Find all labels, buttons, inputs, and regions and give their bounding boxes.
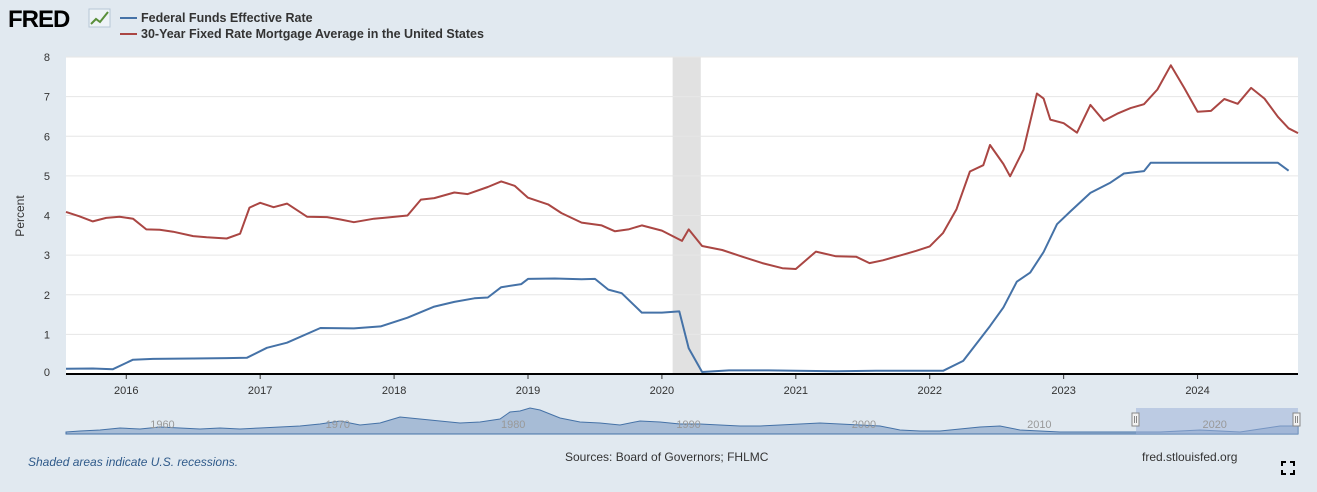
navigator-tick-label: 2000 [852,419,876,431]
series-line-fedfunds [65,161,1290,373]
x-tick-label: 2018 [382,385,406,397]
legend: Federal Funds Effective Rate 30-Year Fix… [120,11,484,41]
navigator-selection[interactable] [1136,408,1298,434]
navigator-tick-label: 1980 [501,419,525,431]
y-tick-label: 0 [44,367,50,379]
navigator-tick-label: 1990 [676,419,700,431]
x-axis-ticks: 2016 2017 2018 2019 2020 2021 2022 2023 2024 [114,374,1210,397]
x-tick-label: 2021 [784,385,808,397]
x-tick-label: 2022 [917,385,941,397]
y-axis-label: Percent [13,195,27,237]
fred-logo[interactable]: FRED [8,6,71,33]
recession-note: Shaded areas indicate U.S. recessions. [28,455,239,469]
series-line-mortgage [65,64,1299,270]
navigator-handle-left[interactable] [1131,412,1140,427]
y-tick-label: 4 [44,211,50,223]
site-url[interactable]: fred.stlouisfed.org [1142,450,1238,464]
navigator-tick-label: 1970 [326,419,350,431]
y-tick-label: 3 [44,250,50,262]
x-tick-label: 2017 [248,385,272,397]
x-tick-label: 2019 [516,385,540,397]
navigator-tick-label: 1960 [150,419,174,431]
legend-label-fedfunds: Federal Funds Effective Rate [141,11,313,25]
x-tick-label: 2024 [1185,385,1209,397]
legend-label-mortgage: 30-Year Fixed Rate Mortgage Average in t… [141,27,484,41]
y-tick-label: 8 [44,52,50,64]
navigator-tick-label: 2010 [1027,419,1051,431]
sources-text: Sources: Board of Governors; FHLMC [565,450,769,464]
navigator-ticks: 1960 1970 1980 1990 2000 2010 2020 [150,419,1227,431]
navigator-tick-label: 2020 [1202,419,1226,431]
expand-icon[interactable] [1281,461,1295,475]
y-axis-ticks: 0 1 2 3 4 5 6 7 8 [44,52,50,379]
y-tick-label: 7 [44,92,50,104]
navigator-area [65,407,1299,435]
x-tick-label: 2016 [114,385,138,397]
y-tick-label: 5 [44,171,50,183]
y-tick-label: 2 [44,290,50,302]
y-tick-label: 6 [44,131,50,143]
x-tick-label: 2023 [1051,385,1075,397]
chart-line-icon [88,8,111,28]
y-tick-label: 1 [44,329,50,341]
navigator-handle-right[interactable] [1292,412,1301,427]
series-lines [65,64,1299,373]
x-tick-label: 2020 [650,385,674,397]
gridlines [66,56,1298,335]
